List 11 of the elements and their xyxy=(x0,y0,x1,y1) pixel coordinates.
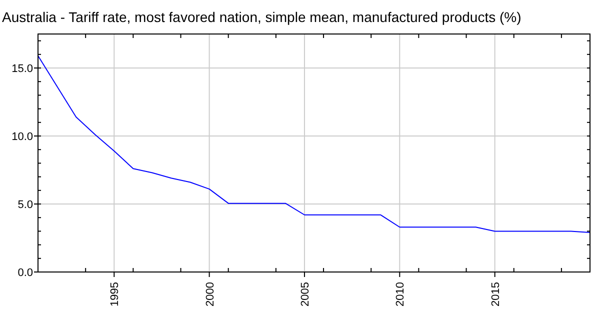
chart-title: Australia - Tariff rate, most favored nation, simple mean, manufactured products (%) xyxy=(2,9,522,25)
y-tick-label: 10.0 xyxy=(12,131,33,143)
x-tick-label: 2015 xyxy=(490,282,502,306)
y-tick-label: 15.0 xyxy=(12,63,33,75)
x-tick-label: 2005 xyxy=(299,282,312,306)
y-tick-label: 5.0 xyxy=(18,199,33,211)
x-tick-label: 2010 xyxy=(394,282,407,306)
x-tick-label: 1995 xyxy=(109,282,122,306)
y-tick-label: 0.0 xyxy=(18,267,33,279)
x-tick-label: 2000 xyxy=(204,282,216,306)
line-series xyxy=(38,55,590,234)
